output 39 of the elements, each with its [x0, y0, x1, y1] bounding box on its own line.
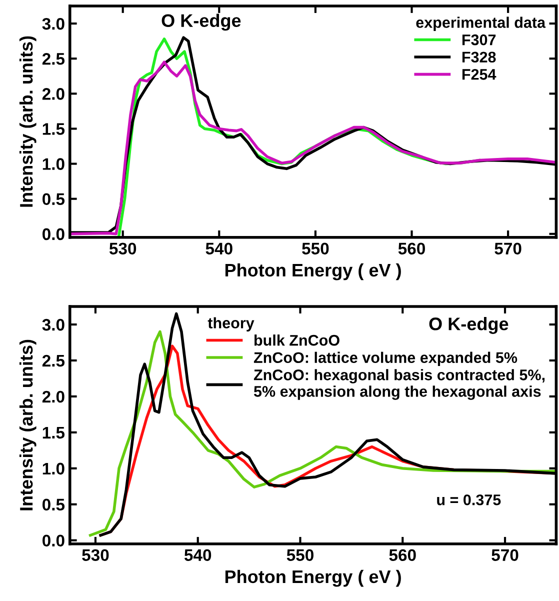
legend-title: theory	[208, 317, 254, 332]
x-tick-label: 570	[492, 549, 518, 562]
annotation: O K-edge	[429, 317, 508, 334]
legend-label: ZnCoO: lattice volume expanded 5%	[254, 352, 518, 366]
legend-label: F307	[462, 34, 496, 46]
x-tick-label: 530	[109, 242, 136, 255]
x-tick-label: 550	[302, 242, 329, 254]
x-tick-label: 570	[494, 242, 522, 254]
y-tick-label: 0.5	[42, 193, 65, 206]
y-tick-label: 2.0	[42, 88, 64, 100]
y-axis-title: Intensity (arb. units)	[19, 340, 36, 510]
x-axis-title: Photon Energy ( eV )	[225, 570, 401, 587]
x-tick-label: 530	[82, 549, 109, 562]
x-tick-label: 560	[398, 242, 425, 254]
x-tick-label: 560	[389, 549, 416, 562]
x-axis-title: Photon Energy ( eV )	[225, 263, 401, 280]
legend-label: bulk ZnCoO	[254, 334, 340, 346]
y-tick-label: 0.0	[42, 534, 64, 547]
x-tick-label: 540	[184, 549, 212, 562]
annotation: O K-edge	[162, 14, 241, 31]
x-tick-label: 550	[286, 549, 314, 562]
y-tick-label: 1.0	[42, 462, 64, 475]
legend-label: ZnCoO: hexagonal basis contracted 5%, 5% expansion along the hexagonal axis	[254, 369, 545, 400]
legend-label: F254	[462, 69, 496, 80]
y-tick-label: 2.0	[42, 390, 64, 403]
y-axis-title: Intensity (arb. units)	[19, 36, 36, 207]
y-tick-label: 2.5	[42, 354, 65, 367]
y-tick-label: 3.0	[42, 18, 64, 30]
y-tick-label: 3.0	[42, 318, 64, 331]
annotation: u = 0.375	[437, 494, 501, 506]
y-tick-label: 1.0	[42, 158, 64, 170]
y-tick-label: 0.5	[42, 498, 65, 511]
y-tick-label: 0.0	[42, 228, 64, 240]
y-tick-label: 1.5	[42, 426, 65, 439]
y-tick-label: 2.5	[42, 53, 65, 65]
legend-label: F328	[462, 52, 496, 63]
x-tick-label: 540	[206, 242, 232, 254]
y-tick-label: 1.5	[42, 123, 65, 135]
legend-title: experimental data	[416, 16, 546, 31]
